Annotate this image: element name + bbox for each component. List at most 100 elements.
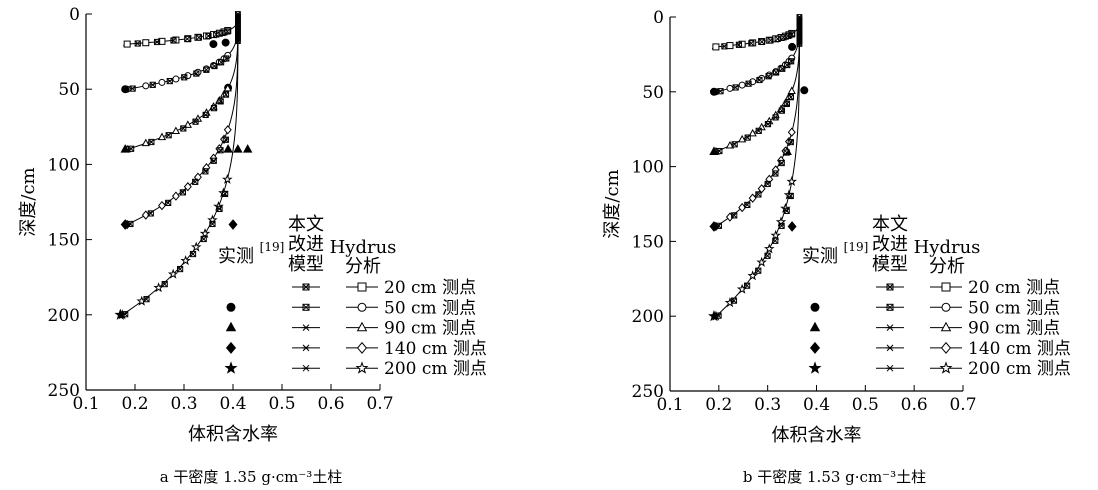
legend-header-model: 本文 bbox=[288, 214, 324, 235]
legend-measured-marker bbox=[225, 341, 237, 354]
marker-cross bbox=[302, 303, 310, 311]
model-marker-50cm bbox=[181, 74, 188, 81]
marker-box bbox=[780, 34, 787, 41]
hydrus-marker-200cm bbox=[756, 256, 767, 267]
marker-cross bbox=[744, 134, 751, 141]
hydrus-marker-200cm bbox=[136, 295, 147, 306]
hydrus-marker-90cm bbox=[787, 86, 796, 94]
marker-cross bbox=[192, 118, 199, 125]
model-marker-200cm bbox=[783, 207, 790, 214]
marker-cross bbox=[731, 141, 738, 148]
marker-asterisk bbox=[302, 344, 310, 352]
hydrus-marker-50cm bbox=[184, 72, 192, 80]
marker-cross bbox=[217, 147, 224, 154]
legend-hydrus-marker bbox=[356, 321, 368, 332]
x-tick-label: 0.3 bbox=[170, 394, 197, 414]
marker-cross bbox=[755, 267, 762, 274]
legend-header-model: 本文 bbox=[872, 214, 908, 235]
hydrus-marker-140cm bbox=[223, 125, 232, 135]
marker-box bbox=[195, 34, 203, 41]
marker-box bbox=[758, 38, 765, 45]
marker-cross bbox=[148, 139, 155, 145]
marker-cross bbox=[778, 160, 785, 166]
y-tick-label: 150 bbox=[48, 231, 80, 251]
legend-header-hydrus: 分析 bbox=[345, 256, 381, 277]
marker-cross bbox=[772, 237, 779, 244]
marker-cross bbox=[181, 74, 188, 81]
y-tick-label: 0 bbox=[69, 5, 80, 25]
model-marker-90cm bbox=[744, 134, 751, 141]
x-axis-label: 体积含水率 bbox=[188, 424, 278, 445]
legend-measured-marker bbox=[226, 302, 236, 312]
marker-cross bbox=[223, 55, 230, 62]
marker-cross bbox=[717, 88, 724, 95]
model-marker-200cm bbox=[200, 235, 207, 243]
hydrus-marker-200cm bbox=[199, 228, 211, 239]
measured-marker-90cm bbox=[243, 144, 253, 153]
marker-box bbox=[147, 210, 154, 217]
model-marker-50cm bbox=[784, 61, 791, 69]
marker-cross bbox=[783, 100, 790, 107]
marker-box bbox=[755, 127, 762, 134]
legend-header-hydrus: 分析 bbox=[929, 256, 965, 277]
model-marker-90cm bbox=[716, 147, 723, 155]
marker-box bbox=[744, 201, 751, 208]
marker-box bbox=[161, 281, 168, 288]
hydrus-marker-200cm bbox=[786, 176, 798, 187]
y-axis-label: 深度/cm bbox=[602, 169, 623, 238]
hydrus-marker-90cm bbox=[737, 134, 747, 143]
marker-box bbox=[731, 212, 738, 219]
marker-box bbox=[787, 94, 795, 101]
marker-cross bbox=[180, 125, 187, 132]
legend-model-marker bbox=[886, 364, 894, 372]
marker-box bbox=[202, 111, 209, 119]
measured-marker-140cm bbox=[120, 219, 130, 230]
marker-cross bbox=[731, 212, 738, 219]
model-marker-50cm bbox=[217, 59, 225, 66]
model-marker-20cm bbox=[184, 35, 191, 43]
legend-header-measured: 实测 bbox=[802, 246, 838, 267]
model-marker-50cm bbox=[779, 65, 786, 72]
marker-cross bbox=[161, 281, 168, 288]
marker-cross bbox=[134, 40, 141, 47]
hydrus-marker-140cm bbox=[220, 134, 228, 144]
measured-marker-50cm bbox=[121, 85, 130, 94]
marker-cross bbox=[745, 80, 752, 87]
hydrus-marker-140cm bbox=[757, 184, 766, 194]
marker-box bbox=[302, 283, 310, 291]
y-tick-label: 200 bbox=[632, 307, 664, 327]
marker-asterisk bbox=[886, 364, 894, 372]
model-marker-200cm bbox=[764, 252, 771, 259]
model-marker-surface bbox=[796, 41, 803, 47]
marker-box bbox=[772, 237, 779, 244]
marker-cross bbox=[783, 149, 790, 156]
hydrus-marker-200cm bbox=[180, 255, 191, 266]
marker-box bbox=[210, 105, 218, 112]
model-marker-50cm bbox=[745, 80, 752, 87]
model-marker-20cm bbox=[134, 40, 141, 47]
measured-marker-200cm bbox=[708, 309, 720, 322]
model-marker-50cm bbox=[223, 55, 230, 62]
y-tick-label: 50 bbox=[58, 80, 80, 100]
marker-box bbox=[217, 98, 224, 105]
marker-box bbox=[787, 192, 794, 200]
marker-cross bbox=[122, 311, 129, 318]
marker-box bbox=[772, 170, 779, 177]
marker-cross bbox=[764, 181, 771, 187]
x-tick-label: 0.7 bbox=[366, 394, 393, 414]
model-marker-50cm bbox=[211, 62, 218, 70]
model-marker-50cm bbox=[756, 76, 763, 84]
marker-box bbox=[302, 303, 310, 311]
marker-cross bbox=[217, 98, 224, 105]
model-marker-20cm bbox=[735, 41, 743, 48]
marker-box bbox=[235, 38, 241, 44]
hydrus-marker-200cm bbox=[770, 229, 781, 240]
model-marker-140cm bbox=[755, 191, 762, 198]
measured-marker-20cm bbox=[209, 40, 218, 49]
marker-box bbox=[217, 147, 224, 154]
model-marker-140cm bbox=[179, 189, 186, 196]
marker-cross bbox=[744, 282, 751, 289]
marker-box bbox=[209, 220, 216, 228]
legend-model-marker bbox=[302, 283, 310, 291]
model-marker-50cm bbox=[129, 85, 136, 92]
